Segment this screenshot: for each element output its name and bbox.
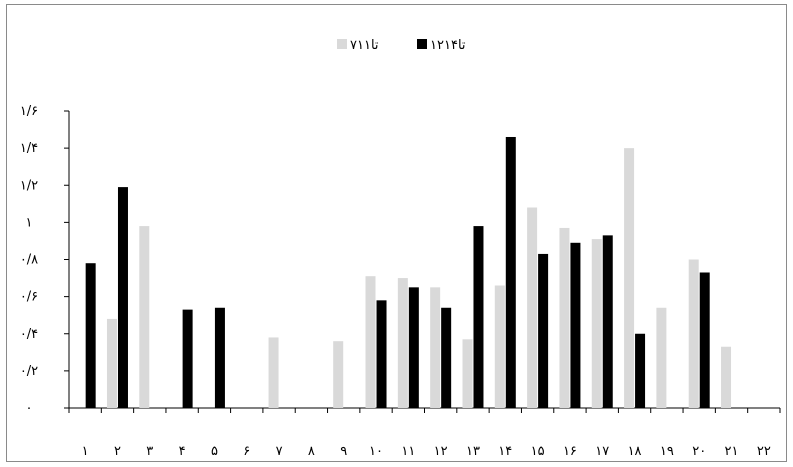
x-tick-label: ۳ bbox=[146, 444, 153, 459]
bar-series-1-19 bbox=[656, 308, 666, 408]
bar-series-2-16 bbox=[570, 243, 580, 408]
y-tick-label: ۱/۲ bbox=[20, 178, 38, 193]
bar-series-1-10 bbox=[366, 276, 376, 408]
y-tick-label: ۰/۸ bbox=[20, 253, 38, 268]
x-tick-label: ۷ bbox=[276, 444, 283, 459]
bar-series-2-11 bbox=[409, 287, 419, 408]
bar-series-1-16 bbox=[559, 228, 569, 408]
bar-series-1-20 bbox=[689, 260, 699, 409]
bar-series-1-15 bbox=[527, 208, 537, 408]
y-tick-label: ۱/۶ bbox=[20, 104, 38, 119]
bar-series-2-1 bbox=[86, 263, 96, 408]
bars bbox=[86, 137, 731, 408]
x-tick-label: ۲۲ bbox=[757, 444, 771, 459]
bar-series-1-17 bbox=[592, 239, 602, 408]
y-tick-label: ۰/۶ bbox=[20, 290, 38, 305]
x-axis: ۱ ۲ ۳ ۴ ۵ ۶ ۷ ۸ ۹ ۱۰ ۱۱ ۱۲ ۱۳ ۱۴ ۱۵ ۱۶ ۱۷ ۱۸ ۱۹ ۲۰ ۲۱ ۲۲ bbox=[69, 408, 780, 459]
x-tick-label: ۱۲ bbox=[434, 444, 448, 459]
bar-series-2-2 bbox=[118, 187, 128, 408]
x-tick-label: ۱۳ bbox=[466, 444, 480, 459]
x-tick-label: ۴ bbox=[179, 444, 186, 459]
bar-series-2-17 bbox=[603, 235, 613, 408]
legend-swatch-series-1 bbox=[337, 39, 347, 49]
legend-label-series-1: ۷تا۱۱ bbox=[350, 38, 379, 53]
x-tick-label: ۱۹ bbox=[660, 444, 674, 459]
bar-series-2-20 bbox=[700, 272, 710, 408]
x-tick-label: ۹ bbox=[340, 444, 347, 459]
x-tick-label: ۱۵ bbox=[531, 444, 545, 459]
y-tick-label: ۱ bbox=[26, 215, 33, 230]
x-tick-label: ۱۱ bbox=[401, 444, 415, 459]
legend-swatch-series-2 bbox=[417, 39, 427, 49]
bar-series-1-7 bbox=[269, 337, 279, 408]
bar-series-2-10 bbox=[377, 300, 387, 408]
bar-series-1-2 bbox=[107, 319, 117, 408]
legend: ۱۲تا۱۴ ۷تا۱۱ bbox=[337, 38, 466, 53]
bar-series-1-12 bbox=[430, 287, 440, 408]
bar-series-2-4 bbox=[183, 310, 193, 408]
x-tick-label: ۱۷ bbox=[595, 444, 609, 459]
x-tick-label: ۱۰ bbox=[369, 444, 383, 459]
y-tick-label: ۱/۴ bbox=[20, 141, 38, 156]
x-tick-label: ۲۱ bbox=[725, 444, 739, 459]
bar-series-2-15 bbox=[538, 254, 548, 408]
x-tick-label: ۵ bbox=[211, 444, 218, 459]
legend-label-series-2: ۱۲تا۱۴ bbox=[430, 38, 466, 53]
bar-series-2-5 bbox=[215, 308, 225, 408]
bar-series-1-11 bbox=[398, 278, 408, 408]
x-tick-label: ۱۴ bbox=[498, 444, 512, 459]
x-tick-label: ۱۶ bbox=[563, 444, 577, 459]
bar-series-2-18 bbox=[635, 334, 645, 408]
bar-series-2-12 bbox=[441, 308, 451, 408]
bar-series-1-13 bbox=[462, 339, 472, 408]
bar-series-1-3 bbox=[139, 226, 149, 408]
x-tick-label: ۱۸ bbox=[628, 444, 642, 459]
bar-series-1-14 bbox=[495, 285, 505, 408]
x-tick-label: ۶ bbox=[243, 444, 250, 459]
bar-series-2-13 bbox=[473, 226, 483, 408]
x-tick-label: ۱ bbox=[82, 444, 89, 459]
x-tick-label: ۲ bbox=[114, 444, 121, 459]
bar-series-1-21 bbox=[721, 347, 731, 408]
y-tick-label: ۰/۲ bbox=[20, 364, 38, 379]
bar-series-2-14 bbox=[506, 137, 516, 408]
y-axis: ۰ ۰/۲ ۰/۴ ۰/۶ ۰/۸ ۱ ۱/۲ ۱/۴ ۱/۶ bbox=[20, 104, 69, 416]
x-tick-label: ۲۰ bbox=[692, 444, 706, 459]
x-tick-label: ۸ bbox=[308, 444, 315, 459]
bar-series-1-9 bbox=[333, 341, 343, 408]
y-tick-label: ۰/۴ bbox=[20, 327, 38, 342]
y-tick-label: ۰ bbox=[26, 401, 33, 416]
bar-series-1-18 bbox=[624, 148, 634, 408]
